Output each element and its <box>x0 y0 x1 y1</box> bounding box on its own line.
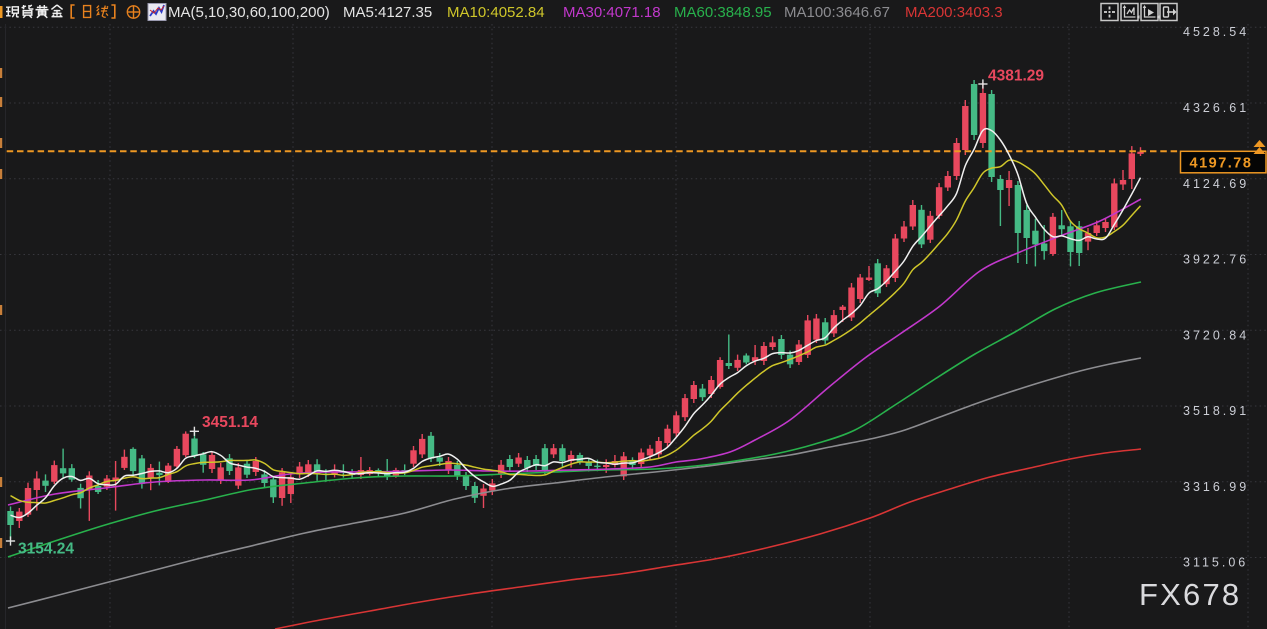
svg-text:3115.06: 3115.06 <box>1183 556 1248 570</box>
svg-text:3518.91: 3518.91 <box>1183 404 1249 418</box>
svg-text:4381.29: 4381.29 <box>988 68 1044 85</box>
svg-text:MA60:3848.95: MA60:3848.95 <box>674 4 772 21</box>
svg-text:MA200:3403.3: MA200:3403.3 <box>905 4 1003 21</box>
svg-text:MA100:3646.67: MA100:3646.67 <box>784 4 890 21</box>
svg-text:MA(5,10,30,60,100,200): MA(5,10,30,60,100,200) <box>168 4 330 21</box>
svg-text:MA5:4127.35: MA5:4127.35 <box>343 4 432 21</box>
svg-text:FX678: FX678 <box>1139 577 1241 612</box>
svg-text:MA30:4071.18: MA30:4071.18 <box>563 4 661 21</box>
svg-text:4528.54: 4528.54 <box>1183 25 1249 39</box>
svg-text:3316.99: 3316.99 <box>1183 480 1249 494</box>
svg-text:3922.76: 3922.76 <box>1183 253 1249 267</box>
svg-text:3154.24: 3154.24 <box>18 541 74 558</box>
svg-text:3451.14: 3451.14 <box>202 414 258 431</box>
svg-text:4124.69: 4124.69 <box>1183 177 1249 191</box>
svg-text:3720.84: 3720.84 <box>1183 328 1249 342</box>
svg-text:4197.78: 4197.78 <box>1190 156 1253 172</box>
svg-text:MA10:4052.84: MA10:4052.84 <box>447 4 545 21</box>
svg-text:4326.61: 4326.61 <box>1183 101 1249 115</box>
